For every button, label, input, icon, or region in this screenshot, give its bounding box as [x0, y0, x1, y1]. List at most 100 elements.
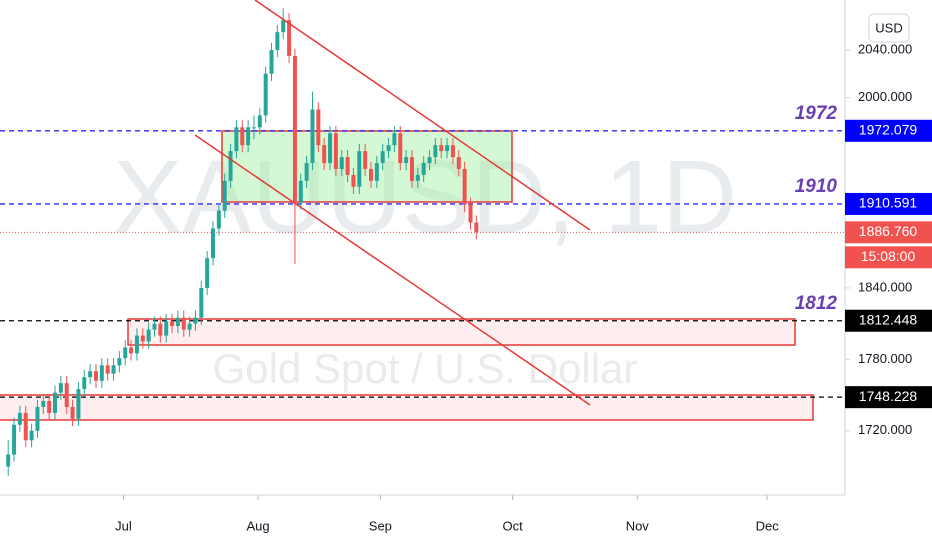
candle-body: [193, 317, 198, 324]
candle-body: [211, 228, 216, 259]
candle-body: [421, 163, 426, 175]
candle-body: [205, 258, 210, 288]
candle-body: [82, 377, 87, 390]
candle-body: [328, 133, 333, 164]
candle-body: [298, 180, 303, 203]
candle-body: [17, 412, 22, 425]
y-tick-label: 1720.000: [858, 422, 912, 437]
candle-body: [222, 180, 227, 211]
candle-body: [123, 347, 128, 359]
candle-body: [158, 323, 163, 336]
candle-body: [445, 145, 450, 152]
candle-body: [140, 335, 145, 342]
candle-body: [64, 383, 69, 407]
candle-body: [427, 157, 432, 164]
candle-body: [134, 335, 139, 354]
timer: 15:08:00: [861, 248, 916, 264]
candle-body: [152, 323, 157, 330]
currency[interactable]: USD: [875, 20, 902, 35]
level-note: 1812: [795, 293, 838, 314]
candle-body: [468, 204, 473, 223]
candle-body: [275, 32, 280, 50]
candle-body: [170, 321, 175, 327]
y-tick-label: 1840.000: [858, 279, 912, 294]
candle-body: [310, 109, 315, 164]
candle-body: [240, 127, 245, 146]
candle-body: [398, 133, 403, 164]
x-tick-label: Sep: [369, 518, 392, 533]
price-label-bg: [845, 221, 932, 244]
level-note: 1972: [795, 103, 838, 124]
trendline: [194, 134, 591, 406]
watermark-subtitle: Gold Spot / U.S. Dollar: [213, 345, 638, 392]
candle-body: [322, 145, 327, 164]
candle-body: [234, 127, 239, 152]
candle-body: [58, 383, 63, 393]
watermark: XAUUSD, 1D: [113, 139, 737, 255]
candle-body: [47, 400, 52, 413]
levels: 1972 1910 1812: [0, 103, 845, 398]
candle-body: [228, 151, 233, 181]
grid: [122, 49, 850, 500]
candle-body: [433, 145, 438, 158]
candle-body: [164, 321, 169, 336]
y-tick-label: 1780.000: [858, 351, 912, 366]
y-tick-label: 2000.000: [858, 89, 912, 104]
candle-body: [439, 145, 444, 152]
candle-body: [374, 163, 379, 181]
support-zone: [0, 394, 814, 421]
candle-body: [462, 168, 467, 205]
timer-bg: [845, 246, 932, 269]
candle-body: [351, 174, 356, 187]
candle-body: [70, 406, 75, 419]
candle-body: [35, 406, 40, 431]
price-label: 1748.228: [859, 388, 918, 404]
candle-body: [117, 358, 122, 366]
candle-body: [251, 127, 256, 129]
candles: [6, 8, 479, 476]
price-label: 1886.760: [859, 223, 918, 239]
candle-body: [287, 20, 292, 56]
candle-body: [339, 157, 344, 169]
price-label: 1812.448: [859, 311, 918, 327]
candle-body: [369, 168, 374, 181]
candle-body: [316, 109, 321, 146]
candle-body: [257, 115, 262, 128]
candle-body: [111, 365, 116, 374]
x-tick-label: Nov: [626, 518, 650, 533]
support-zone: [127, 318, 796, 346]
candle-body: [263, 73, 268, 116]
currency-button[interactable]: [868, 13, 910, 43]
candle-body: [404, 157, 409, 164]
candle-body: [363, 151, 368, 169]
candle-body: [41, 400, 46, 407]
price-label-bg: [845, 386, 932, 409]
candle-body: [29, 430, 34, 441]
candle-body: [216, 210, 221, 229]
candle-body: [450, 145, 455, 158]
candle-body: [269, 49, 274, 74]
candle-body: [6, 454, 11, 467]
price-label-bg: [845, 309, 932, 332]
candle-body: [88, 371, 93, 378]
candle-body: [99, 365, 104, 381]
candle-body: [181, 317, 186, 330]
x-tick-label: Oct: [503, 518, 524, 533]
candle-body: [246, 127, 251, 146]
candle-body: [146, 329, 151, 342]
candle-body: [199, 287, 204, 318]
price-label: 1972.079: [859, 121, 918, 137]
candle-body: [76, 389, 81, 419]
price-label-bg: [845, 119, 932, 142]
x-tick-label: Aug: [246, 518, 269, 533]
candle-body: [175, 317, 180, 327]
candle-body: [409, 157, 414, 181]
candle-body: [357, 151, 362, 187]
level-note: 1910: [795, 176, 838, 197]
candle-body: [333, 133, 338, 169]
price-label: 1910.591: [859, 195, 918, 211]
candle-body: [93, 371, 98, 381]
candle-body: [129, 347, 134, 354]
